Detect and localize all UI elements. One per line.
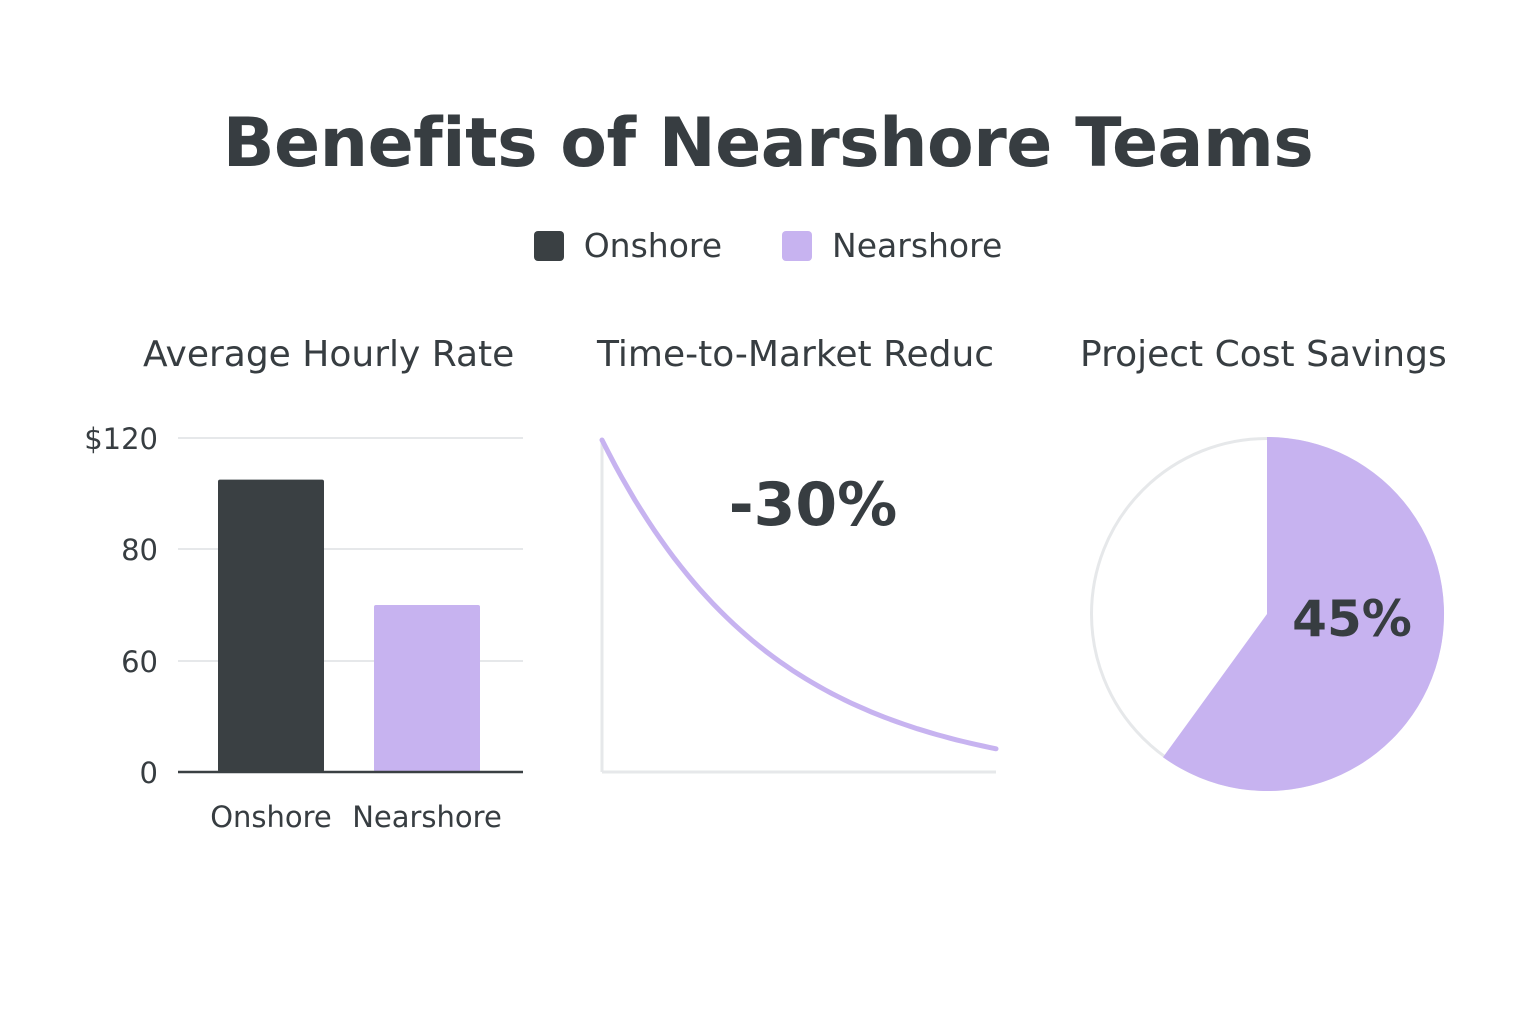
y-tick-label: 0	[140, 756, 158, 790]
y-tick-label: 80	[121, 533, 158, 567]
chart-title-time-to-market: Time-to-Market Reduc	[597, 334, 995, 375]
legend: Onshore Nearshore	[0, 226, 1536, 265]
legend-label-onshore: Onshore	[583, 226, 723, 265]
pie-slice	[1163, 436, 1445, 791]
y-tick-label: $120	[84, 422, 158, 456]
y-tick-label: 60	[121, 645, 158, 679]
x-tick-label: Onshore	[210, 800, 332, 834]
series-line	[599, 437, 999, 752]
legend-item-onshore: Onshore	[533, 226, 723, 265]
legend-label-nearshore: Nearshore	[832, 226, 1003, 265]
bar-nearshore	[374, 605, 480, 772]
x-tick-label: Nearshore	[352, 800, 502, 834]
legend-item-nearshore: Nearshore	[782, 226, 1002, 265]
chart-title-cost-savings: Project Cost Savings	[1080, 334, 1447, 375]
chart-title-hourly-rate: Average Hourly Rate	[143, 334, 515, 375]
annotation-label: -30%	[729, 470, 898, 540]
bar-onshore	[218, 479, 324, 772]
pie-value-label: 45%	[1292, 590, 1412, 648]
legend-swatch-nearshore	[782, 230, 813, 261]
legend-swatch-onshore	[533, 230, 564, 261]
page-title: Benefits of Nearshore Teams	[222, 104, 1314, 183]
